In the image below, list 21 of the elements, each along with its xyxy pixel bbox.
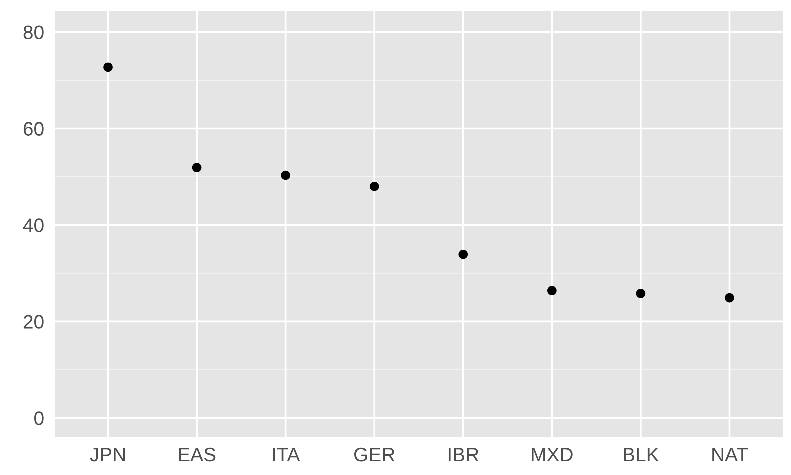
x-tick-label: GER — [354, 448, 395, 462]
point — [281, 170, 290, 180]
y-tick-label: 80 — [24, 26, 44, 40]
x-tick-label: ITA — [273, 448, 300, 462]
point — [636, 289, 646, 298]
x-tick-label: EAS — [179, 448, 216, 462]
point — [458, 250, 468, 260]
point — [104, 62, 113, 72]
y-tick-label: 0 — [34, 412, 44, 426]
x-tick-label: NAT — [712, 448, 748, 462]
y-tick-label: 20 — [24, 315, 44, 329]
x-tick-label: BLK — [624, 448, 660, 462]
point — [192, 163, 202, 172]
point — [548, 286, 557, 296]
y-tick-label: 40 — [23, 218, 44, 232]
x-tick-label: MXD — [532, 448, 573, 462]
y-tick-label: 60 — [24, 122, 44, 136]
x-tick-label: JPN — [90, 448, 126, 462]
x-tick-label: IBR — [448, 448, 479, 462]
point — [370, 182, 380, 192]
point — [725, 293, 734, 303]
